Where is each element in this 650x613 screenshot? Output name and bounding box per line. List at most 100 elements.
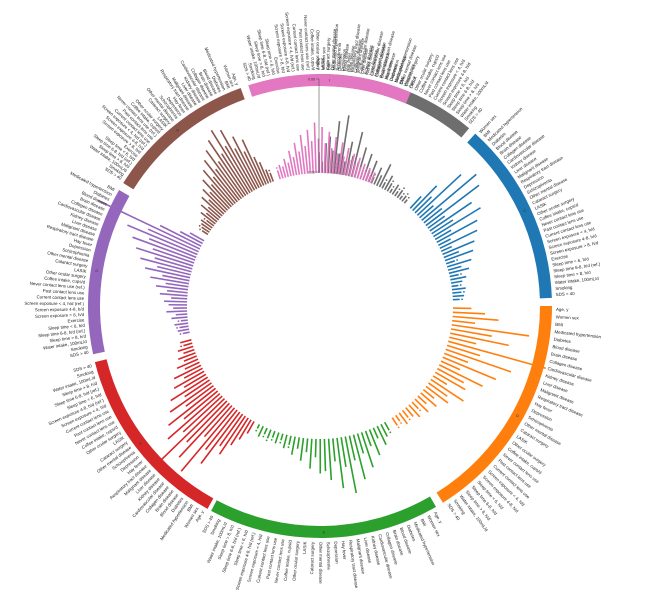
bar [362, 171, 367, 181]
variable-label: Never contact lens use (ref.) [303, 15, 311, 71]
bar [171, 297, 188, 300]
bar [381, 181, 387, 189]
bar [376, 174, 383, 187]
bar-point [397, 426, 400, 429]
bar [305, 438, 309, 453]
variable-label: Cataract surgery [325, 37, 331, 70]
bar [352, 434, 366, 480]
bar [448, 340, 546, 369]
bar [450, 275, 467, 281]
bar [389, 188, 393, 194]
bar [351, 163, 357, 178]
variable-label: Smoking [555, 285, 573, 291]
bar [452, 294, 465, 298]
variable-label: Respiratory tract disease [348, 540, 359, 589]
variable-label: BMI [420, 518, 428, 527]
bar [140, 257, 192, 273]
bar-point [365, 168, 368, 170]
bar [183, 367, 203, 379]
variable-label: BMI [326, 62, 331, 70]
bar [299, 134, 306, 174]
bar [276, 170, 281, 180]
bar [337, 142, 344, 175]
variable-label: Brain disease [347, 45, 355, 73]
variable-label: LASIK [534, 201, 547, 211]
bar [440, 360, 461, 371]
bar [253, 156, 267, 185]
group-ring-label: E [323, 529, 326, 534]
variable-label: Collagen disease [353, 38, 363, 73]
variable-label: Sleep time < 6, h/d [48, 323, 86, 331]
bar [334, 153, 339, 175]
bar [329, 148, 333, 174]
variable-label: Women sex [556, 314, 580, 320]
bar [451, 284, 459, 288]
variable-label: Liver disease [360, 47, 370, 74]
bar [450, 332, 509, 347]
bar [184, 361, 200, 370]
bar [224, 145, 253, 192]
variable-label: Age, y [231, 72, 240, 86]
bar [177, 345, 194, 353]
bar-point [275, 167, 278, 169]
variable-label: Other mental disease [318, 542, 323, 584]
variable-label: Screen exposure > 8, h/d [35, 312, 85, 319]
bar [205, 149, 243, 200]
group-ring-segment [88, 190, 130, 355]
variable-label: Sleep time < 6, h/d [552, 256, 590, 267]
variable-label: Screen exposure < 4, h/d (ref.) [284, 12, 296, 72]
variable-label: SDS > 40 [242, 62, 253, 82]
group-ring-label: D [516, 413, 519, 418]
variable-label: Hay fever [73, 238, 93, 248]
bar [210, 184, 232, 208]
variable-label: Kidney disease [370, 536, 382, 567]
bar-point [403, 187, 405, 190]
bar [431, 219, 454, 235]
bar-point [262, 435, 265, 438]
bar [288, 150, 295, 176]
bar [282, 434, 288, 449]
bar [332, 438, 336, 462]
variable-label: Coffee intake, cups/d [283, 539, 293, 581]
bar [437, 238, 451, 247]
bar [263, 427, 268, 435]
variable-label: Other ocular surgery [315, 30, 320, 71]
variable-label: Smoking [76, 369, 94, 379]
bar-point [398, 188, 401, 191]
bar [452, 319, 476, 325]
bar [200, 411, 241, 464]
variable-label: Medicated hypertension [554, 329, 601, 339]
bar [438, 364, 483, 387]
variable-label: Kidney disease [363, 44, 374, 75]
variable-label: Water intake, 100mL/d [43, 339, 88, 351]
variable-label: Screen exposure 4-8, h/d [35, 307, 85, 313]
variable-label: Past contact lens use [298, 29, 306, 72]
bar-point [456, 259, 459, 261]
bar [208, 199, 225, 215]
bar [182, 395, 223, 433]
variable-label: Malignant disease [355, 539, 366, 575]
bar [210, 129, 251, 194]
bar [209, 191, 229, 211]
bar-point [287, 446, 290, 449]
bar [450, 328, 492, 337]
bar [364, 167, 371, 182]
bar-point [180, 345, 183, 348]
bar-point [460, 273, 462, 275]
variable-label: Malignant disease [355, 37, 366, 73]
bar [132, 236, 196, 261]
bar [215, 168, 240, 201]
bar [326, 131, 331, 174]
bar [376, 425, 387, 446]
bar [164, 300, 188, 303]
bar [183, 355, 198, 362]
bar [391, 417, 398, 426]
variable-label: Smoking [70, 344, 88, 352]
variable-label: Liver disease [368, 49, 379, 76]
variable-label: Screen exposure 4-8, h/d [279, 23, 291, 73]
variable-label: Exercise [67, 317, 85, 323]
bar [372, 427, 379, 439]
variable-label: Age, y [433, 511, 444, 525]
variable-label: LASIK [302, 541, 308, 554]
bar [434, 371, 466, 391]
